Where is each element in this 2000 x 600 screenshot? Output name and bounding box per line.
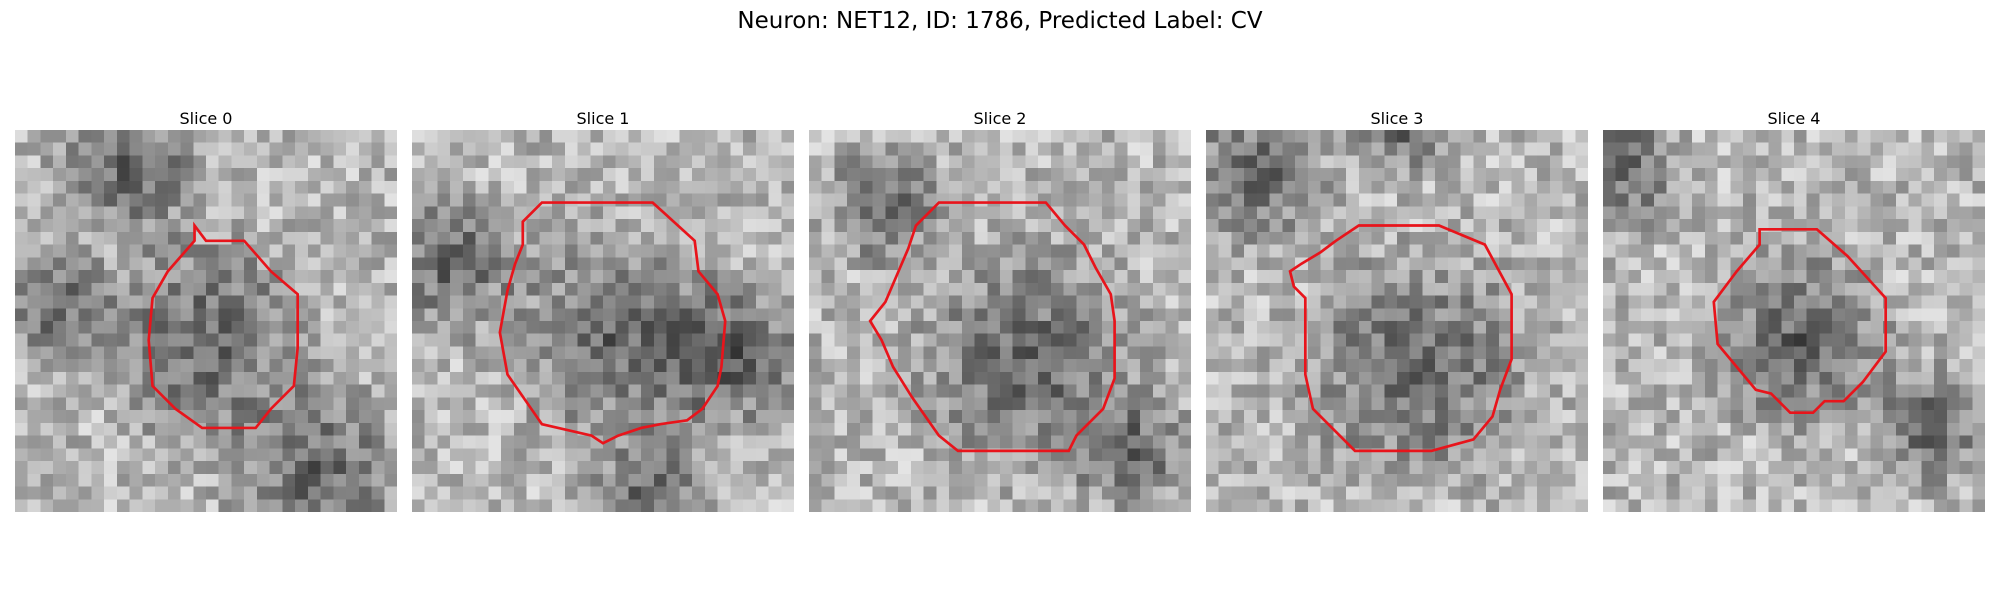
contour-outline: [412, 130, 794, 512]
slice-image-3: [1206, 130, 1588, 512]
contour-outline: [809, 130, 1191, 512]
slice-panel-0: Slice 0: [15, 108, 397, 512]
slice-title: Slice 0: [15, 108, 397, 130]
slice-panel-4: Slice 4: [1603, 108, 1985, 512]
contour-outline: [15, 130, 397, 512]
slice-title: Slice 1: [412, 108, 794, 130]
slice-panel-3: Slice 3: [1206, 108, 1588, 512]
figure-title: Neuron: NET12, ID: 1786, Predicted Label…: [0, 8, 2000, 34]
slice-title: Slice 3: [1206, 108, 1588, 130]
slice-title: Slice 2: [809, 108, 1191, 130]
slice-panel-1: Slice 1: [412, 108, 794, 512]
slice-image-2: [809, 130, 1191, 512]
slice-title: Slice 4: [1603, 108, 1985, 130]
slice-image-0: [15, 130, 397, 512]
slice-panel-2: Slice 2: [809, 108, 1191, 512]
contour-outline: [1206, 130, 1588, 512]
slice-image-1: [412, 130, 794, 512]
slice-image-4: [1603, 130, 1985, 512]
contour-outline: [1603, 130, 1985, 512]
